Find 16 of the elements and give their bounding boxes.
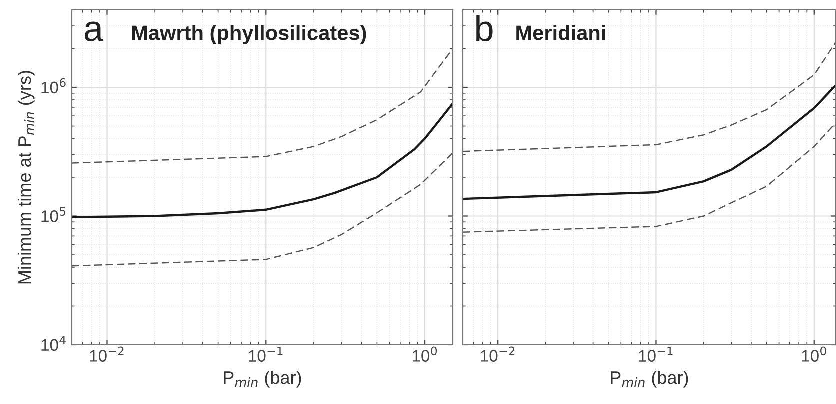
x-axis-title: P$_{min}$ (bar) bbox=[224, 370, 302, 388]
y-axis-title: Minimum time at P$_{min}$ (yrs) bbox=[18, 71, 35, 284]
text: Meridiani bbox=[516, 25, 606, 40]
annotation: b bbox=[476, 15, 493, 42]
x-tick-label: 10$^{−1}$ bbox=[639, 346, 673, 362]
x-tick-label: 10$^{−2}$ bbox=[90, 346, 124, 362]
y-tick-label: 10$^{6}$ bbox=[42, 78, 66, 94]
text: Mawrth (phyllosilicates) bbox=[132, 25, 366, 44]
x-tick-label: 10$^{−1}$ bbox=[249, 346, 283, 362]
x-tick-label: 10$^{0}$ bbox=[412, 346, 438, 362]
x-axis-title: P$_{min}$ (bar) bbox=[611, 370, 688, 388]
y-tick-label: 10$^{4}$ bbox=[42, 336, 66, 352]
x-tick-label: 10$^{0}$ bbox=[802, 346, 826, 362]
y-tick-label: 10$^{5}$ bbox=[42, 207, 66, 222]
x-tick-label: 10$^{−2}$ bbox=[481, 346, 515, 362]
annotation: a bbox=[84, 22, 104, 42]
